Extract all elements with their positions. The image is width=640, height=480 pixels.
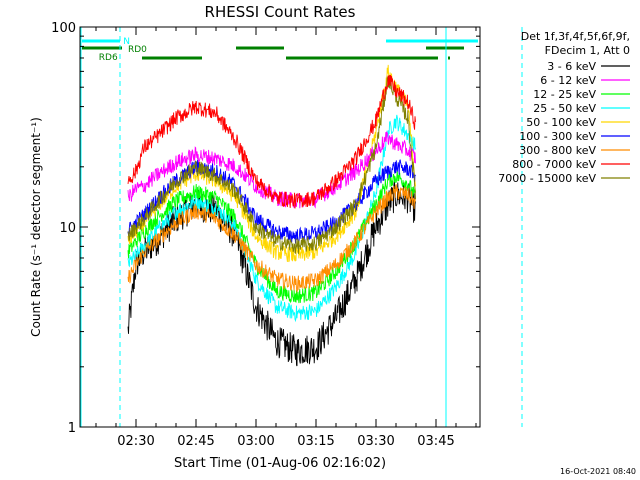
legend: Det 1f,3f,4f,5f,6f,9f,FDecim 1, Att 0 3 -… — [498, 30, 630, 185]
legend-entry-label: 3 - 6 keV — [547, 60, 596, 73]
x-tick-label: 03:45 — [417, 434, 454, 449]
legend-header-line: Det 1f,3f,4f,5f,6f,9f, — [521, 30, 630, 43]
y-axis-label: Count Rate (s⁻¹ detector segment⁻¹) — [29, 117, 43, 337]
y-tick-label: 100 — [51, 21, 76, 36]
legend-entry-label: 12 - 25 keV — [533, 88, 596, 101]
legend-entry-label: 50 - 100 keV — [526, 116, 596, 129]
series-line — [127, 159, 416, 244]
x-axis-label: Start Time (01-Aug-06 02:16:02) — [174, 456, 386, 471]
x-tick-label: 02:45 — [177, 434, 214, 449]
rd0-bar-label: RD0 — [128, 45, 147, 55]
series-line — [127, 74, 416, 209]
x-tick-label: 03:15 — [297, 434, 334, 449]
legend-entry-label: 6 - 12 keV — [540, 74, 596, 87]
timestamp: 16-Oct-2021 08:40 — [560, 467, 636, 476]
legend-entry-label: 7000 - 15000 keV — [498, 172, 596, 185]
y-tick-label: 10 — [59, 221, 76, 236]
series-layer — [127, 64, 416, 367]
legend-entry-label: 800 - 7000 keV — [512, 158, 596, 171]
x-axis: 02:30 02:45 03:00 03:15 03:30 03:45 — [95, 27, 477, 449]
x-tick-label: 03:30 — [357, 434, 394, 449]
rd6-bar-label: RD6 — [99, 53, 118, 63]
n-bar-label: N — [123, 37, 130, 47]
legend-entry-label: 25 - 50 keV — [533, 102, 596, 115]
series-line — [127, 131, 416, 209]
x-tick-label: 02:30 — [117, 434, 154, 449]
series-line — [127, 75, 416, 255]
legend-entry-label: 300 - 800 keV — [519, 144, 596, 157]
legend-entry-label: 100 - 300 keV — [519, 130, 596, 143]
x-tick-label: 03:00 — [237, 434, 274, 449]
y-axis: 1 10 100 — [51, 21, 480, 436]
y-tick-label: 1 — [68, 421, 76, 436]
series-line — [127, 184, 416, 294]
series-line — [127, 114, 416, 323]
legend-header-line: FDecim 1, Att 0 — [545, 44, 630, 57]
chart-title: RHESSI Count Rates — [205, 3, 356, 21]
